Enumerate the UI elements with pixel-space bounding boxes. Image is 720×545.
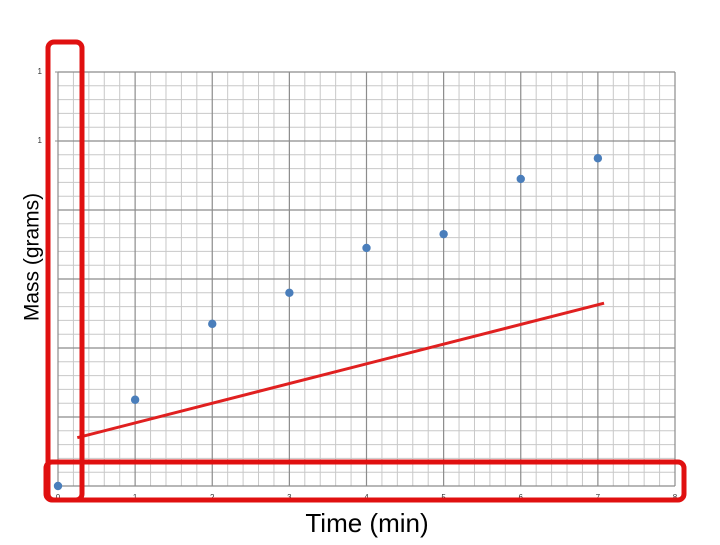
x-axis-label: Time (min)	[305, 508, 428, 538]
data-point	[516, 174, 525, 184]
grid: 0 1 2 3 4 5 6 7 811	[38, 67, 678, 502]
data-point	[593, 154, 603, 163]
y-tick-label: 1	[38, 67, 43, 76]
y-tick-label: 1	[38, 136, 43, 145]
data-point	[362, 243, 371, 253]
data-point	[130, 395, 140, 404]
marks	[53, 154, 605, 491]
trend-line	[76, 301, 605, 440]
data-point	[208, 319, 217, 329]
data-point	[285, 288, 294, 297]
data-point	[53, 481, 63, 491]
data-point	[439, 229, 448, 239]
y-axis-label: Mass (grams)	[21, 193, 44, 321]
highlight-box	[43, 459, 687, 503]
